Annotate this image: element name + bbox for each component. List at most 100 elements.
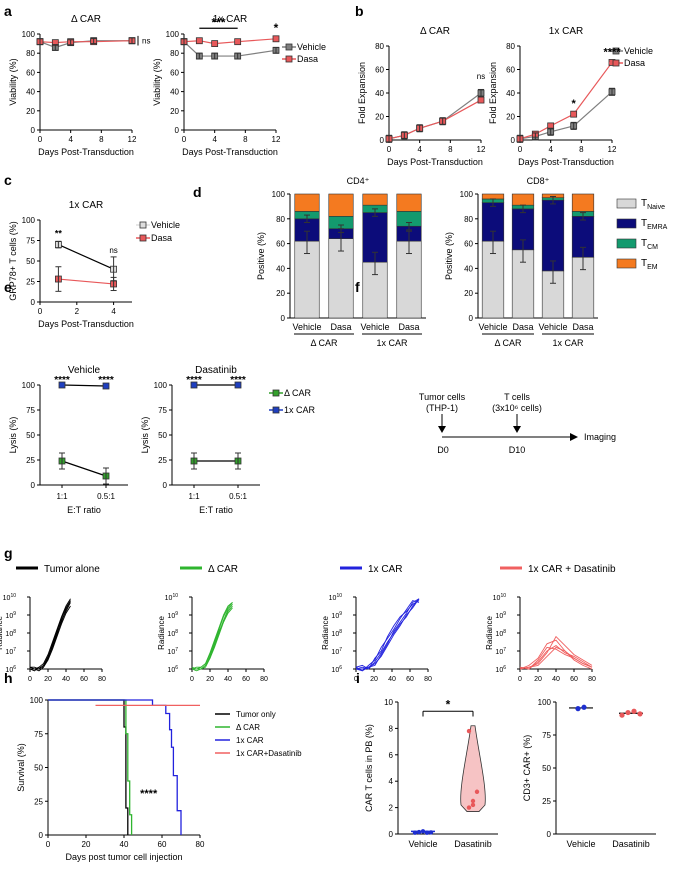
legend: Vehicle Dasa [609, 46, 653, 68]
chart-title: CD4⁺ [347, 176, 370, 186]
y-tick-exponent: 9 [175, 611, 178, 617]
y-tick-label: 25 [26, 278, 35, 287]
y-tick-base: 10 [495, 631, 503, 638]
x-tick-label: 20 [44, 676, 52, 683]
y-tick-label: 8 [389, 724, 394, 733]
timeline-label: Imaging [584, 432, 616, 442]
sig-label: **** [186, 375, 202, 386]
y-tick-label: 50 [542, 764, 551, 773]
error-bar [304, 214, 310, 224]
data-point [619, 712, 625, 718]
y-tick-label: 60 [506, 66, 515, 75]
chart-i-cd3-car: 0 25 50 75 100 CD3+ CAR+ (%) Vehicle Dasatinib [522, 698, 656, 849]
legend-label: Δ CAR [208, 564, 238, 575]
legend-label: Tumor only [236, 710, 276, 719]
y-tick-label: 0 [380, 136, 385, 145]
panel-label: e [4, 279, 12, 295]
x-tick-label: 0.5:1 [97, 492, 115, 501]
y-tick-label: 0 [281, 314, 286, 323]
legend-vehicle: Vehicle [136, 220, 180, 230]
y-tick-label: 1010 [3, 593, 17, 602]
x-tick-label: 0 [518, 676, 522, 683]
group-label: Δ CAR [310, 338, 338, 348]
radiance-trace [29, 598, 71, 672]
y-tick-base: 10 [5, 613, 13, 620]
x-tick-label: Dasa [330, 322, 351, 332]
timeline-label: D0 [437, 445, 449, 455]
bar-segment [328, 193, 354, 217]
x-tick-label: 0 [354, 676, 358, 683]
survival-curve [48, 699, 129, 835]
chart-c-grp78: 0 25 50 75 100 0 2 4 1x CAR Days Post-Transductio… [8, 200, 180, 329]
sig-label: **** [98, 375, 114, 386]
y-tick-label: 0 [547, 830, 552, 839]
y-axis-label: GRP78+ T cells (%) [8, 221, 18, 300]
y-tick-label: 80 [506, 42, 515, 51]
radiance-trace [29, 605, 71, 672]
legend-item: TNaive [616, 198, 665, 211]
x-tick-label: 80 [196, 840, 205, 849]
legend-1x-car: 1x CAR [269, 405, 316, 415]
y-tick-exponent: 6 [503, 665, 506, 671]
y-axis-label: CD3+ CAR+ (%) [522, 735, 532, 802]
chart-a-1x-car: 0 20 40 60 80 100 0 4 8 12 1x CAR Days Post-Transdu… [152, 14, 326, 157]
timeline-label: T cells [504, 392, 530, 402]
error-bar [273, 46, 279, 54]
legend-label: Δ CAR [284, 388, 312, 398]
x-tick-label: Dasa [572, 322, 593, 332]
timeline-label: (THP-1) [426, 403, 458, 413]
y-tick-base: 10 [5, 649, 13, 656]
y-tick-label: 100 [154, 381, 168, 390]
y-tick-exponent: 6 [339, 665, 342, 671]
legend-item: TEMRA [616, 218, 668, 231]
data-point [581, 704, 587, 710]
error-bar [550, 260, 556, 284]
series-dasa [385, 96, 485, 143]
timeline-label: (3x10⁶ cells) [492, 403, 542, 413]
data-point [272, 35, 280, 43]
x-tick-label: Vehicle [538, 322, 567, 332]
y-tick-label: 2 [389, 804, 394, 813]
panel-label: a [4, 3, 12, 19]
survival-curve [48, 699, 182, 835]
x-tick-label: 2 [75, 307, 80, 316]
legend-label: 1x CAR [236, 736, 264, 745]
error-bar [372, 208, 378, 217]
y-tick-exponent: 9 [503, 611, 506, 617]
y-tick-label: 106 [495, 665, 506, 674]
data-point [625, 709, 631, 716]
legend-label-sub: EMRA [647, 224, 668, 231]
chart-title: Dasatinib [195, 365, 237, 376]
y-tick-label: 75 [158, 406, 167, 415]
x-tick-label: 8 [243, 135, 248, 144]
y-tick-label: 109 [331, 611, 342, 620]
data-point [412, 830, 418, 835]
legend: Vehicle Dasa [136, 220, 180, 243]
error-bar [439, 117, 446, 126]
radiance-trace [30, 600, 71, 670]
series-delta-car [190, 457, 242, 465]
y-tick-exponent: 10 [500, 593, 506, 599]
y-tick-label: 109 [167, 611, 178, 620]
sig-label: ns [477, 72, 485, 81]
panel-label: f [355, 279, 360, 295]
x-tick-label: 80 [98, 676, 106, 683]
x-axis-label: E:T ratio [199, 505, 233, 515]
sig-label: **** [230, 375, 246, 386]
legend-swatch [272, 406, 280, 414]
bar-segment [396, 193, 422, 212]
x-tick-label: 20 [370, 676, 378, 683]
legend-label: Tumor alone [44, 564, 100, 575]
series-line [61, 384, 107, 387]
y-tick-label: 100 [30, 696, 44, 705]
error-bar [103, 467, 109, 485]
x-tick-label: 0 [38, 135, 43, 144]
error-bar [304, 230, 310, 255]
y-tick-label: 25 [158, 456, 167, 465]
series-dasa [55, 275, 117, 288]
data-point [470, 798, 476, 804]
data-point [211, 40, 219, 47]
x-tick-label: 12 [477, 145, 486, 154]
sig-label: *** [211, 15, 225, 29]
